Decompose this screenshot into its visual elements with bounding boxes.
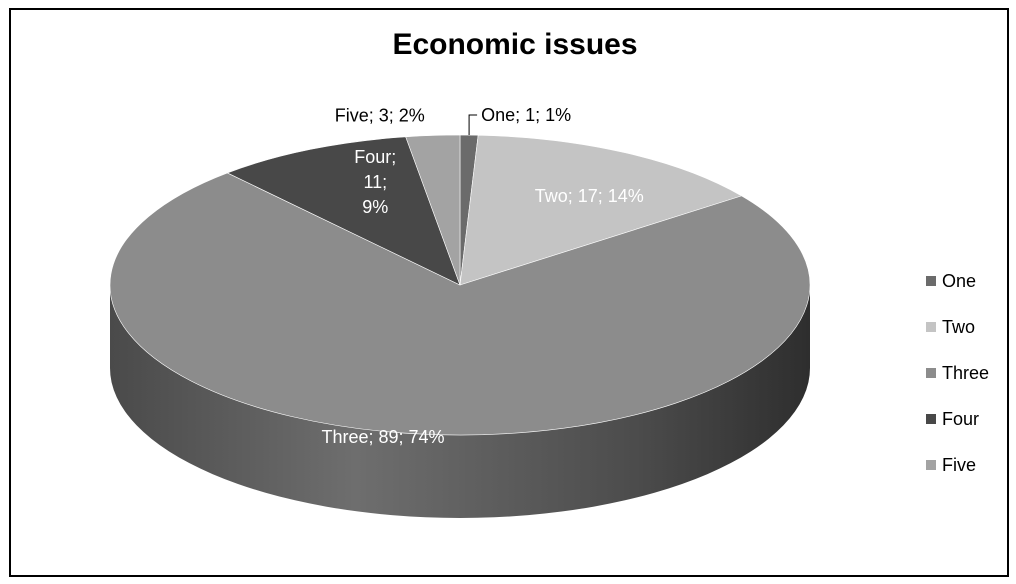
legend-label-five: Five: [942, 454, 977, 475]
pie-side-wall: [110, 285, 810, 518]
pie-slice-two: [459, 134, 743, 286]
chart-title: Economic issues: [392, 28, 638, 61]
legend-item-one: One: [926, 258, 1016, 304]
data-label-three: Three; 89; 74%: [321, 427, 444, 447]
legend-label-three: Three: [942, 362, 990, 383]
data-label-one: One; 1; 1%: [481, 105, 571, 125]
data-label-four: Four; 11; 9%: [354, 147, 396, 217]
legend-label-one: One: [942, 270, 977, 291]
legend-swatch-two: [926, 322, 936, 332]
legend: One Two Three Four Five: [926, 258, 1016, 488]
legend-swatch-four: [926, 414, 936, 424]
pie-side: [110, 285, 810, 518]
pie-slice-four: [226, 136, 461, 286]
legend-item-two: Two: [926, 304, 1016, 350]
legend-swatch-three: [926, 368, 936, 378]
legend-item-three: Three: [926, 350, 1016, 396]
data-label-two: Two; 17; 14%: [535, 186, 644, 206]
pie-top: [109, 134, 811, 436]
pie-slice-three: [109, 172, 811, 436]
legend-label-four: Four: [942, 408, 980, 429]
legend-swatch-one: [926, 276, 936, 286]
legend-item-four: Four: [926, 396, 1016, 442]
legend-label-two: Two: [942, 316, 976, 337]
legend-swatch-five: [926, 460, 936, 470]
pie-labels: One; 1; 1% Two; 17; 14% Three; 89; 74% Four…: [321, 105, 643, 447]
leader-line-one: [468, 114, 478, 136]
pie-slice-five: [405, 134, 461, 286]
data-label-five: Five; 3; 2%: [335, 105, 425, 125]
legend-item-five: Five: [926, 442, 1016, 488]
